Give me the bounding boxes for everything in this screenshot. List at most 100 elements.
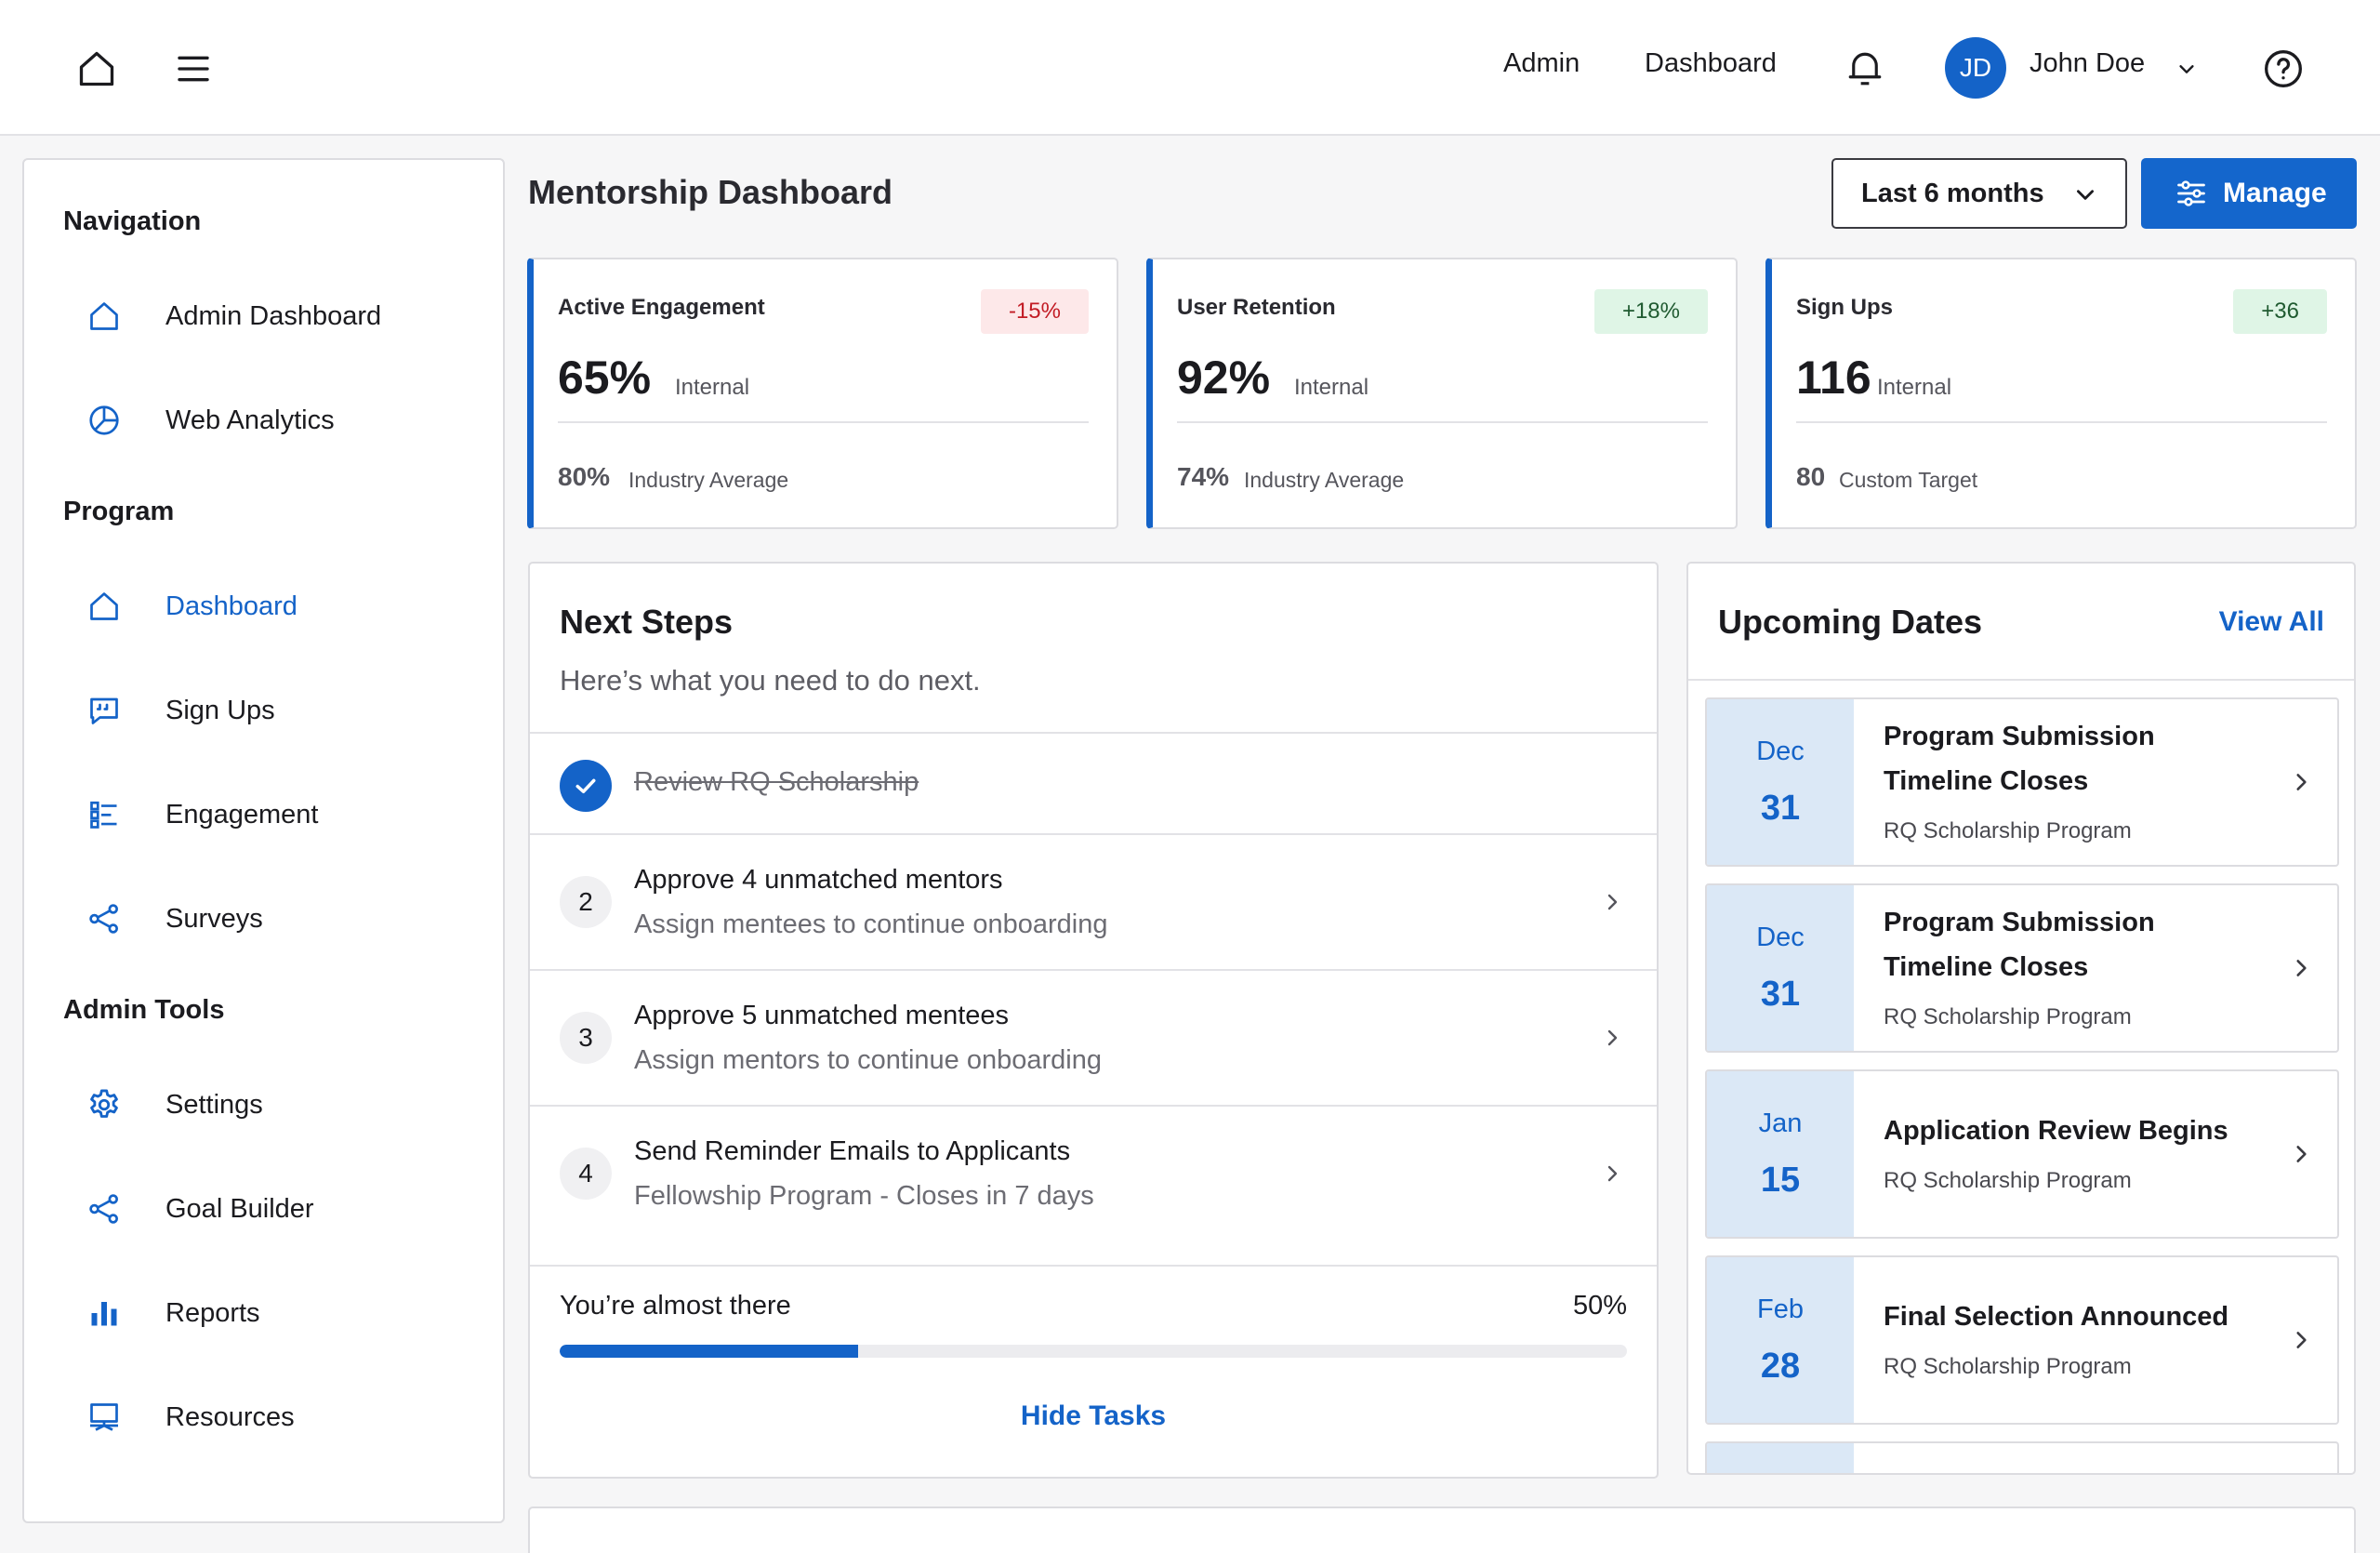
date-item[interactable]: Dec 31 Program Submission Timeline Close… bbox=[1705, 697, 2339, 867]
avatar[interactable]: JD bbox=[1945, 37, 2006, 99]
step-title: Approve 4 unmatched mentors bbox=[634, 865, 1003, 895]
progress-bar-fill bbox=[560, 1345, 859, 1358]
divider bbox=[1796, 421, 2327, 423]
step-subtitle: Assign mentees to continue onboarding bbox=[634, 909, 1108, 939]
date-item[interactable]: Feb 28 Final Selection Announced RQ Scho… bbox=[1705, 1255, 2339, 1425]
step-row-4[interactable]: 4 Send Reminder Emails to Applicants Fel… bbox=[530, 1107, 1657, 1241]
compare-label: Industry Average bbox=[1244, 468, 1405, 492]
event-program: RQ Scholarship Program bbox=[1884, 818, 2132, 843]
chevron-right-icon bbox=[1601, 1025, 1623, 1051]
quote-icon bbox=[84, 690, 125, 731]
chevron-right-icon bbox=[2289, 1140, 2313, 1168]
event-title: Program Submission bbox=[1884, 908, 2155, 937]
sidebar-item-admin-dashboard[interactable]: Admin Dashboard bbox=[43, 286, 480, 346]
step-subtitle: Assign mentors to continue onboarding bbox=[634, 1045, 1102, 1075]
gear-icon bbox=[84, 1084, 125, 1125]
stat-value-sub: Internal bbox=[675, 375, 750, 400]
stat-value: 116 bbox=[1796, 352, 1871, 404]
page-title: Mentorship Dashboard bbox=[528, 173, 893, 211]
date-box: Dec 31 bbox=[1707, 885, 1854, 1051]
divider bbox=[530, 732, 1657, 734]
sidebar-item-sign-ups[interactable]: Sign Ups bbox=[43, 681, 480, 740]
sidebar-item-resources[interactable]: Resources bbox=[43, 1387, 480, 1447]
step-number: 2 bbox=[560, 876, 612, 928]
home-icon bbox=[84, 296, 125, 337]
view-all-link[interactable]: View All bbox=[2218, 606, 2324, 637]
date-box: Feb 28 bbox=[1707, 1257, 1854, 1423]
share-icon bbox=[84, 1188, 125, 1229]
sidebar-item-label: Surveys bbox=[165, 903, 263, 934]
list-icon bbox=[84, 794, 125, 835]
stat-value-sub: Internal bbox=[1877, 375, 1952, 400]
date-item[interactable]: Jan 15 Application Review Begins RQ Scho… bbox=[1705, 1069, 2339, 1239]
sidebar-heading-admin-tools: Admin Tools bbox=[63, 995, 225, 1025]
step-row-2[interactable]: 2 Approve 4 unmatched mentors Assign men… bbox=[530, 835, 1657, 969]
trend-badge: +36 bbox=[2233, 289, 2327, 334]
step-title: Review RQ Scholarship bbox=[634, 767, 919, 797]
sidebar-item-engagement[interactable]: Engagement bbox=[43, 785, 480, 844]
next-steps-title: Next Steps bbox=[560, 603, 734, 641]
bar-chart-icon bbox=[84, 1293, 125, 1334]
divider bbox=[558, 421, 1089, 423]
progress-bar bbox=[560, 1345, 1627, 1358]
stat-label: Active Engagement bbox=[558, 295, 765, 320]
nav-dashboard-link[interactable]: Dashboard bbox=[1645, 48, 1777, 78]
share-icon bbox=[84, 898, 125, 939]
next-steps-card: Next Steps Here’s what you need to do ne… bbox=[528, 562, 1659, 1479]
bottom-card bbox=[528, 1507, 2356, 1553]
step-title: Send Reminder Emails to Applicants bbox=[634, 1136, 1071, 1166]
date-item-partial[interactable] bbox=[1705, 1441, 2339, 1473]
event-program: RQ Scholarship Program bbox=[1884, 1004, 2132, 1029]
sliders-icon bbox=[2175, 177, 2208, 210]
event-title-line2: Timeline Closes bbox=[1884, 952, 2089, 982]
nav-admin-link[interactable]: Admin bbox=[1503, 48, 1580, 78]
sidebar-heading-navigation: Navigation bbox=[63, 206, 202, 236]
sidebar-item-label: Sign Ups bbox=[165, 695, 275, 725]
event-title: Final Selection Announced bbox=[1884, 1302, 2229, 1332]
menu-icon[interactable] bbox=[167, 43, 219, 95]
sidebar-item-label: Engagement bbox=[165, 799, 319, 830]
bell-icon[interactable] bbox=[1839, 43, 1891, 95]
sidebar-item-reports[interactable]: Reports bbox=[43, 1283, 480, 1343]
date-range-select[interactable]: Last 6 months bbox=[1831, 158, 2127, 229]
date-day: 15 bbox=[1760, 1161, 1801, 1200]
sidebar-item-label: Settings bbox=[165, 1089, 263, 1120]
date-month: Dec bbox=[1756, 737, 1805, 766]
progress-percent: 50% bbox=[1572, 1291, 1627, 1321]
sidebar-item-surveys[interactable]: Surveys bbox=[43, 889, 480, 949]
sidebar-item-dashboard[interactable]: Dashboard bbox=[43, 577, 480, 636]
step-row-3[interactable]: 3 Approve 5 unmatched mentees Assign men… bbox=[530, 971, 1657, 1105]
chevron-right-icon bbox=[2289, 1326, 2313, 1354]
date-month: Jan bbox=[1758, 1108, 1803, 1138]
stat-label: User Retention bbox=[1177, 295, 1336, 320]
hide-tasks-button[interactable]: Hide Tasks bbox=[1020, 1400, 1167, 1431]
sidebar-item-label: Resources bbox=[165, 1401, 295, 1432]
step-row-1[interactable]: Review RQ Scholarship bbox=[530, 734, 1657, 838]
sidebar: Navigation Admin Dashboard Web Analytics… bbox=[22, 158, 505, 1523]
chevron-down-icon[interactable] bbox=[2161, 43, 2213, 95]
date-day: 31 bbox=[1760, 975, 1801, 1014]
stat-value-sub: Internal bbox=[1294, 375, 1369, 400]
progress-label: You’re almost there bbox=[560, 1291, 791, 1321]
help-icon[interactable] bbox=[2257, 43, 2309, 95]
sidebar-item-web-analytics[interactable]: Web Analytics bbox=[43, 391, 480, 450]
date-item[interactable]: Dec 31 Program Submission Timeline Close… bbox=[1705, 883, 2339, 1053]
user-name[interactable]: John Doe bbox=[2030, 48, 2146, 78]
stat-label: Sign Ups bbox=[1796, 295, 1894, 320]
sidebar-item-label: Reports bbox=[165, 1297, 260, 1328]
divider bbox=[530, 1265, 1657, 1267]
sidebar-item-goal-builder[interactable]: Goal Builder bbox=[43, 1179, 480, 1239]
sidebar-item-settings[interactable]: Settings bbox=[43, 1075, 480, 1135]
step-title: Approve 5 unmatched mentees bbox=[634, 1001, 1010, 1030]
sidebar-heading-program: Program bbox=[63, 497, 175, 526]
event-title-line2: Timeline Closes bbox=[1884, 766, 2089, 796]
manage-button[interactable]: Manage bbox=[2141, 158, 2357, 229]
stat-value: 92% bbox=[1177, 352, 1271, 404]
home-icon[interactable] bbox=[71, 43, 123, 95]
trend-badge: -15% bbox=[980, 289, 1089, 334]
divider bbox=[530, 969, 1657, 971]
date-box bbox=[1707, 1443, 1854, 1473]
compare-value: 80 bbox=[1796, 462, 1826, 491]
check-circle-icon[interactable] bbox=[560, 760, 612, 812]
compare-label: Custom Target bbox=[1839, 468, 1978, 492]
